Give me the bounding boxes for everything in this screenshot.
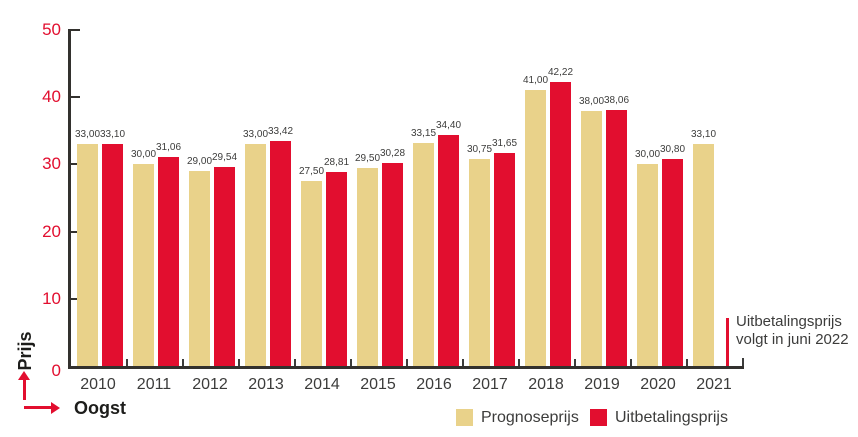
x-tick-label: 2010	[80, 376, 116, 393]
y-axis-tick	[68, 230, 80, 233]
x-axis-group-tick	[238, 359, 240, 366]
bar-prognoseprijs	[245, 144, 266, 366]
value-label: 41,00	[522, 75, 549, 87]
y-tick-label: 0	[51, 361, 61, 380]
bar-prognoseprijs	[413, 143, 434, 366]
x-axis-arrowhead-icon	[51, 402, 60, 414]
x-tick-label: 2019	[584, 376, 620, 393]
value-label: 33,42	[267, 126, 294, 138]
y-tick-label: 20	[42, 221, 61, 241]
bar-uitbetalingsprijs	[662, 159, 683, 366]
annotation-line-2: volgt in juni 2022	[736, 331, 849, 348]
value-label: 27,50	[298, 166, 325, 178]
bar-prognoseprijs	[357, 167, 378, 366]
bar-uitbetalingsprijs	[438, 134, 459, 366]
value-label: 29,50	[354, 152, 381, 164]
x-axis-end-tick	[742, 358, 744, 366]
x-tick-label: 2015	[360, 376, 396, 393]
value-label: 33,10	[690, 128, 717, 140]
value-label: 42,22	[547, 67, 574, 79]
x-tick-label: 2017	[472, 376, 508, 393]
x-axis-group-tick	[182, 359, 184, 366]
annotation-line-1: Uitbetalingsprijs	[736, 313, 842, 330]
value-label: 30,00	[634, 149, 661, 161]
value-label: 30,80	[659, 144, 686, 156]
value-label: 29,54	[211, 152, 238, 164]
bar-prognoseprijs	[301, 181, 322, 366]
value-label: 33,00	[74, 129, 101, 141]
value-label: 38,06	[603, 95, 630, 107]
y-axis-line	[68, 30, 71, 369]
y-tick-label: 50	[42, 20, 61, 39]
bar-prognoseprijs	[693, 143, 714, 366]
x-axis-group-tick	[518, 359, 520, 366]
x-axis-line	[68, 366, 744, 369]
value-label: 33,00	[242, 129, 269, 141]
x-tick-label: 2016	[416, 376, 452, 393]
value-label: 33,15	[410, 128, 437, 140]
bar-uitbetalingsprijs	[214, 167, 235, 366]
x-axis-group-tick	[406, 359, 408, 366]
x-axis-arrow-icon	[24, 406, 51, 409]
bar-prognoseprijs	[77, 144, 98, 366]
x-tick-label: 2021	[696, 376, 732, 393]
bar-uitbetalingsprijs	[550, 82, 571, 366]
x-axis-group-tick	[126, 359, 128, 366]
x-axis-group-tick	[630, 359, 632, 366]
bar-uitbetalingsprijs	[382, 162, 403, 366]
legend-label-prognoseprijs: Prognoseprijs	[481, 409, 579, 426]
value-label: 30,28	[379, 147, 406, 159]
bar-uitbetalingsprijs	[494, 153, 515, 366]
bar-uitbetalingsprijs	[326, 172, 347, 366]
bar-uitbetalingsprijs	[158, 157, 179, 366]
x-tick-label: 2011	[136, 376, 172, 393]
bar-prognoseprijs	[581, 110, 602, 366]
missing-value-marker-line	[726, 318, 729, 366]
legend-label-uitbetalingsprijs: Uitbetalingsprijs	[615, 409, 728, 426]
annotation-2021: Uitbetalingsprijs volgt in juni 2022	[736, 313, 849, 349]
y-axis-tick	[68, 29, 80, 31]
bar-prognoseprijs	[133, 164, 154, 366]
bar-uitbetalingsprijs	[270, 141, 291, 366]
x-tick-label: 2012	[192, 376, 228, 393]
value-label: 38,00	[578, 95, 605, 107]
x-axis-group-tick	[574, 359, 576, 366]
value-label: 31,65	[491, 138, 518, 150]
bar-uitbetalingsprijs	[606, 110, 627, 366]
x-axis-group-tick	[350, 359, 352, 366]
value-label: 34,40	[435, 119, 462, 131]
bar-uitbetalingsprijs	[102, 143, 123, 366]
y-axis-tick	[68, 96, 80, 99]
bar-prognoseprijs	[637, 164, 658, 366]
legend-swatch-uitbetalingsprijs	[590, 409, 607, 426]
x-axis-group-tick	[686, 359, 688, 366]
y-axis-arrow-icon	[23, 380, 26, 400]
y-tick-label: 30	[42, 154, 61, 174]
value-label: 29,00	[186, 156, 213, 168]
value-label: 31,06	[155, 142, 182, 154]
value-label: 30,75	[466, 144, 493, 156]
x-tick-label: 2014	[304, 376, 340, 393]
x-axis-group-tick	[294, 359, 296, 366]
value-label: 30,00	[130, 149, 157, 161]
bar-prognoseprijs	[469, 159, 490, 366]
x-tick-label: 2018	[528, 376, 564, 393]
value-label: 33,10	[99, 128, 126, 140]
y-axis-arrowhead-icon	[18, 371, 30, 380]
y-tick-label: 10	[42, 288, 61, 308]
y-axis-tick	[68, 163, 80, 166]
x-tick-label: 2020	[640, 376, 676, 393]
bar-prognoseprijs	[189, 171, 210, 366]
x-axis-group-tick	[462, 359, 464, 366]
y-tick-label: 40	[42, 87, 61, 107]
bar-prognoseprijs	[525, 90, 546, 366]
x-tick-label: 2013	[248, 376, 284, 393]
value-label: 28,81	[323, 157, 350, 169]
y-axis-tick	[68, 297, 80, 300]
legend-swatch-prognoseprijs	[456, 409, 473, 426]
x-axis-title: Oogst	[74, 398, 126, 418]
